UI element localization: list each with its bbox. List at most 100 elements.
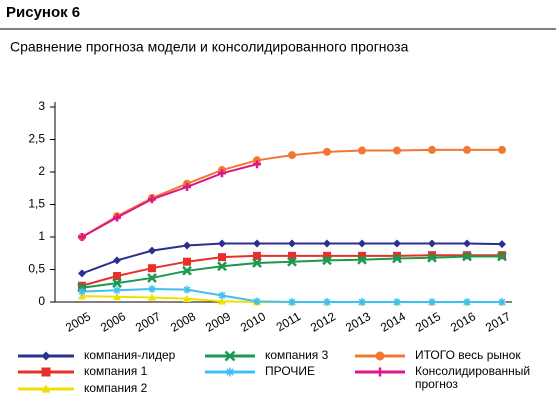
series: [78, 160, 261, 241]
marker: [427, 252, 437, 263]
marker: [148, 246, 156, 255]
marker: [78, 287, 86, 296]
marker: [183, 285, 191, 294]
x-tick-label: 2016: [448, 309, 478, 335]
marker: [217, 261, 227, 272]
marker: [358, 251, 366, 260]
marker: [78, 281, 86, 290]
legend-label: компания-лидер: [84, 348, 176, 362]
legend-label: компания 3: [265, 348, 329, 362]
marker: [148, 195, 156, 204]
marker: [253, 251, 261, 260]
legend-item: [18, 351, 74, 361]
marker: [183, 294, 191, 302]
legend-item: [18, 384, 74, 393]
marker: [253, 297, 261, 306]
x-tick-label: 2012: [308, 309, 338, 335]
marker: [428, 145, 436, 154]
legend-item: [205, 367, 255, 377]
marker: [147, 273, 157, 283]
legend-label: компания 1: [84, 364, 148, 378]
x-tick-label: 2005: [63, 309, 93, 335]
marker: [218, 239, 226, 248]
series: [78, 285, 506, 306]
marker: [288, 298, 296, 306]
marker: [287, 256, 297, 267]
marker: [113, 286, 121, 295]
marker: [323, 239, 331, 248]
marker: [218, 297, 226, 305]
legend-label: Консолидированный прогноз: [415, 364, 531, 391]
x-tick-label: 2006: [98, 309, 128, 335]
marker: [182, 265, 192, 276]
marker: [148, 285, 156, 293]
marker: [375, 367, 385, 377]
marker: [357, 254, 367, 265]
marker: [498, 145, 506, 154]
marker: [253, 160, 261, 169]
series-line: [81, 148, 502, 238]
figure-label: Рисунок 6: [6, 4, 80, 21]
marker: [288, 151, 296, 160]
x-tick-label: 2015: [413, 309, 443, 335]
x-tick-label: 2013: [343, 309, 373, 335]
marker: [113, 292, 121, 300]
marker: [218, 291, 226, 300]
chart-title: Сравнение прогноза модели и консолидиров…: [10, 39, 409, 55]
series: [78, 145, 506, 241]
marker: [218, 169, 226, 178]
marker: [358, 146, 366, 155]
legend-label: ИТОГО весь рынок: [415, 348, 521, 362]
marker: [498, 298, 506, 306]
series: [77, 251, 507, 293]
marker: [462, 251, 472, 262]
marker: [41, 367, 51, 377]
marker: [113, 256, 121, 265]
marker: [375, 351, 385, 361]
marker: [252, 258, 262, 268]
y-tick-label: 1,5: [28, 197, 45, 211]
x-tick-label: 2007: [133, 309, 163, 335]
legend-item: [355, 367, 405, 377]
marker: [253, 239, 261, 248]
marker: [428, 251, 436, 260]
y-tick-label: 0: [38, 294, 45, 308]
marker: [463, 145, 471, 154]
marker: [428, 239, 436, 248]
y-tick-label: 0,5: [28, 262, 45, 276]
marker: [78, 269, 86, 278]
marker: [393, 146, 401, 155]
marker: [392, 253, 402, 264]
series: [78, 239, 506, 278]
marker: [393, 251, 401, 260]
marker: [183, 241, 191, 250]
x-tick-label: 2017: [483, 309, 513, 335]
marker: [288, 239, 296, 248]
marker: [323, 147, 331, 156]
marker: [497, 251, 507, 262]
marker: [463, 239, 471, 248]
x-tick-label: 2010: [238, 309, 268, 335]
marker: [41, 351, 51, 361]
y-tick-label: 2,5: [28, 132, 45, 146]
marker: [225, 367, 235, 377]
legend-item: [18, 367, 74, 377]
marker: [323, 298, 331, 306]
marker: [112, 278, 122, 289]
marker: [393, 239, 401, 248]
marker: [288, 251, 296, 260]
marker: [358, 298, 366, 306]
marker: [218, 253, 226, 262]
series-line: [81, 163, 258, 238]
marker: [148, 264, 156, 273]
y-tick-label: 2: [38, 164, 45, 178]
marker: [224, 350, 236, 362]
marker: [358, 239, 366, 248]
marker: [148, 293, 156, 301]
x-tick-label: 2008: [168, 309, 198, 335]
marker: [113, 213, 121, 222]
marker: [78, 292, 86, 300]
marker: [322, 255, 332, 266]
